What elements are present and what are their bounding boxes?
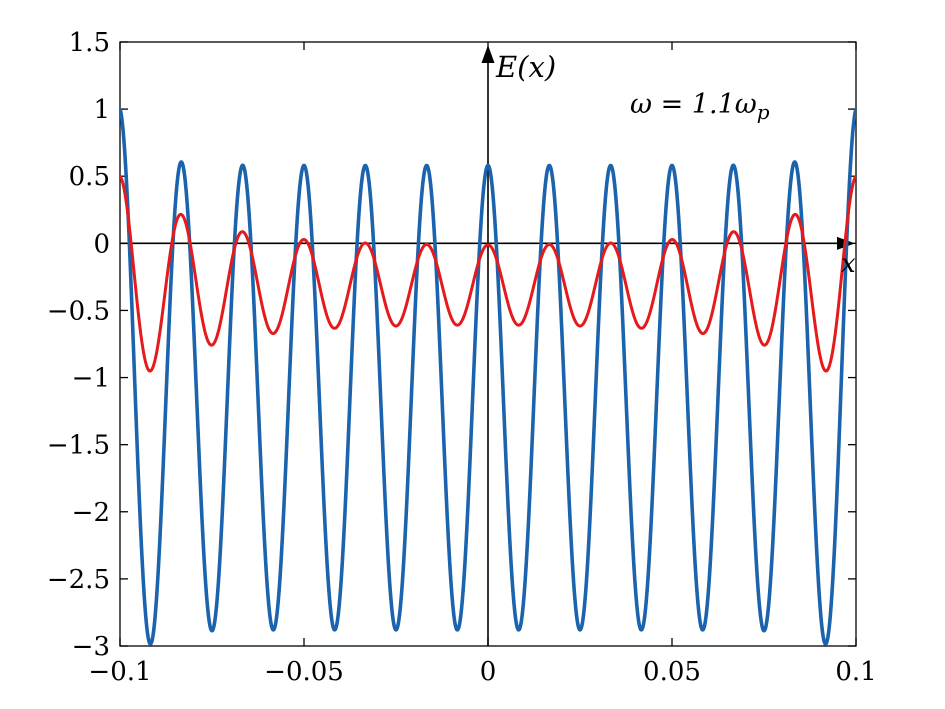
curve-red-wave (120, 174, 856, 373)
y-axis-arrowhead (481, 45, 495, 63)
annotation-omega-subscript: p (757, 100, 770, 124)
curve-blue-wave (120, 107, 856, 646)
x-tick-label: 0.1 (835, 657, 876, 687)
plot-area: −0.1 −0.05 0 0.05 0.1 1.5 1 0.5 0 −0.5 −1 −1.5 −2 −2.… (47, 28, 877, 687)
x-tick-label: −0.1 (88, 657, 151, 687)
x-tick-label: −0.05 (264, 657, 344, 687)
y-tick-label: 0.5 (69, 162, 110, 192)
y-tick-label: −0.5 (47, 296, 110, 326)
y-tick-label: 0 (93, 229, 110, 259)
y-tick-label: 1 (93, 95, 110, 125)
x-axis-label: x (841, 249, 856, 279)
y-tick-label: −1 (72, 364, 110, 394)
y-axis-label: E(x) (495, 50, 556, 84)
y-tick-label: −2.5 (47, 565, 110, 595)
annotation-omega: ω = 1.1ωp (630, 89, 770, 124)
y-tick-label: −2 (72, 498, 110, 528)
y-tick-label: −1.5 (47, 431, 110, 461)
x-tick-label: 0.05 (643, 657, 701, 687)
y-tick-label: −3 (72, 632, 110, 662)
curves-group (120, 107, 856, 646)
y-tick-label: 1.5 (69, 28, 110, 58)
annotation-omega-prefix: ω = 1.1ω (630, 89, 757, 120)
x-tick-label: 0 (480, 657, 497, 687)
